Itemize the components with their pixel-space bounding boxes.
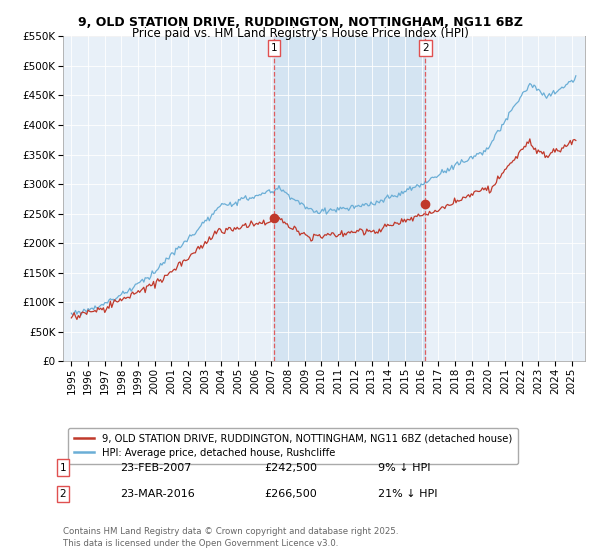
Text: 2: 2 <box>422 43 429 53</box>
Text: 23-MAR-2016: 23-MAR-2016 <box>120 489 195 499</box>
Text: 9, OLD STATION DRIVE, RUDDINGTON, NOTTINGHAM, NG11 6BZ: 9, OLD STATION DRIVE, RUDDINGTON, NOTTIN… <box>77 16 523 29</box>
Legend: 9, OLD STATION DRIVE, RUDDINGTON, NOTTINGHAM, NG11 6BZ (detached house), HPI: Av: 9, OLD STATION DRIVE, RUDDINGTON, NOTTIN… <box>68 428 518 464</box>
Text: Price paid vs. HM Land Registry's House Price Index (HPI): Price paid vs. HM Land Registry's House … <box>131 27 469 40</box>
Bar <box>274 36 425 361</box>
Text: 21% ↓ HPI: 21% ↓ HPI <box>378 489 437 499</box>
Text: 2: 2 <box>59 489 67 499</box>
Text: 23-FEB-2007: 23-FEB-2007 <box>120 463 191 473</box>
Text: 1: 1 <box>271 43 277 53</box>
Text: 1: 1 <box>59 463 67 473</box>
Text: £242,500: £242,500 <box>264 463 317 473</box>
Text: 9% ↓ HPI: 9% ↓ HPI <box>378 463 431 473</box>
Text: £266,500: £266,500 <box>264 489 317 499</box>
Text: Contains HM Land Registry data © Crown copyright and database right 2025.
This d: Contains HM Land Registry data © Crown c… <box>63 527 398 548</box>
